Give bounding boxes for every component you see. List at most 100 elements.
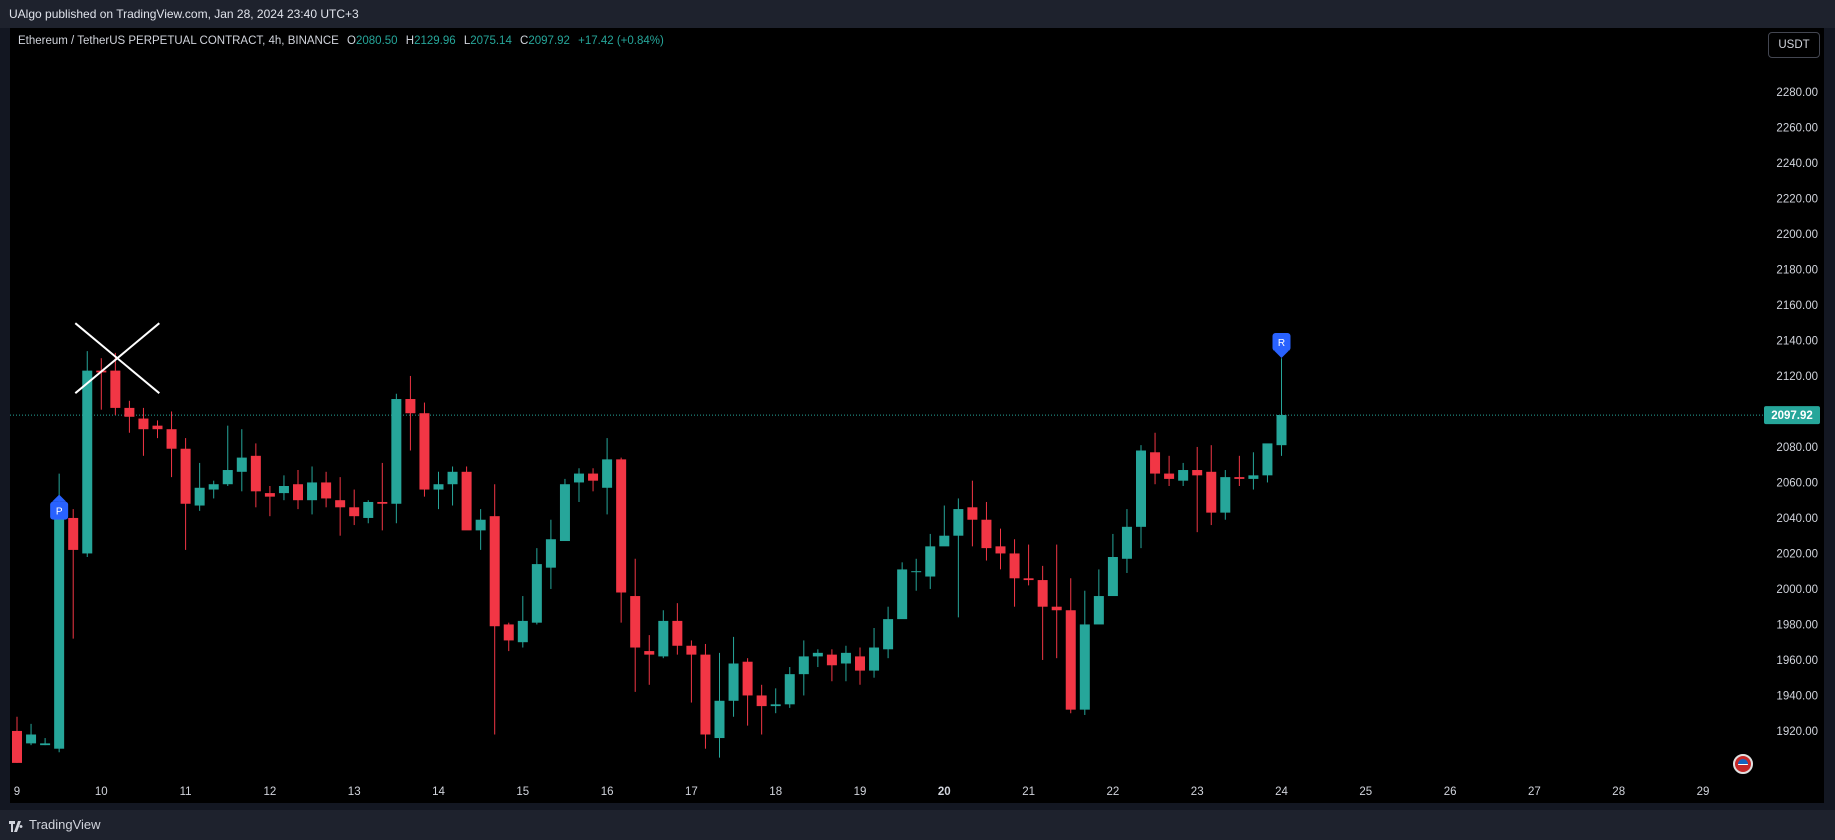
time-tick-label: 14 [432, 786, 445, 798]
time-tick-label: 21 [1022, 786, 1035, 798]
candle-body [447, 471, 458, 485]
candle-body [559, 484, 570, 542]
candle-body [545, 539, 556, 568]
candle-body [869, 647, 880, 671]
candle-body [812, 652, 823, 657]
close-value: 2097.92 [528, 35, 570, 47]
published-info: UAlgo published on TradingView.com, Jan … [9, 7, 359, 21]
candle-body [180, 448, 191, 504]
time-tick-label: 28 [1612, 786, 1625, 798]
candle-body [363, 501, 374, 518]
candle-body [1136, 450, 1146, 527]
candle-body [26, 734, 37, 744]
candle-body [714, 700, 725, 739]
candle-body [1093, 596, 1104, 625]
candle-body [236, 457, 247, 472]
bottom-bar [0, 810, 1835, 840]
time-tick-label: 15 [516, 786, 529, 798]
high-value: 2129.96 [414, 35, 456, 47]
candle-body [1262, 443, 1273, 476]
candle-body [40, 743, 51, 746]
candle-body [784, 674, 795, 705]
time-tick-label: 13 [348, 786, 361, 798]
candle-body [531, 564, 542, 623]
time-tick-label: 10 [95, 786, 108, 798]
candle-body [672, 620, 683, 646]
candle-body [616, 459, 627, 593]
candle-body [770, 704, 781, 707]
time-tick-label: 25 [1359, 786, 1372, 798]
change-value: +17.42 (+0.84%) [578, 35, 664, 47]
time-tick-label: 29 [1697, 786, 1710, 798]
time-tick-label: 23 [1191, 786, 1204, 798]
time-tick-label: 16 [601, 786, 614, 798]
price-tick-label: 2080.00 [1776, 442, 1818, 454]
candle-body [349, 507, 360, 517]
candle-body [953, 509, 964, 536]
candle-body [1192, 470, 1203, 476]
candle-body [1009, 553, 1020, 579]
candle-body [897, 569, 908, 620]
candle-body [419, 413, 430, 490]
candle-body [602, 459, 613, 488]
candle-body [68, 517, 79, 550]
candle-body [742, 661, 753, 696]
price-tick-label: 2220.00 [1776, 193, 1818, 205]
candle-body [433, 484, 444, 490]
us-flag-icon[interactable] [1733, 754, 1753, 774]
time-tick-label: 27 [1528, 786, 1541, 798]
candle-body [152, 425, 163, 430]
candle-body [335, 500, 346, 508]
price-chart[interactable]: 2280.00 2260.00 2240.00 2220.00 2200.00 2180.… [0, 0, 1835, 810]
currency-button[interactable]: USDT [1768, 32, 1820, 58]
candle-body [1121, 526, 1132, 559]
candle-body [588, 473, 599, 481]
candle-body [939, 535, 950, 547]
last-price-text: 2097.92 [1771, 410, 1813, 422]
candle-body [517, 620, 528, 643]
candle-body [124, 407, 135, 417]
candle-body [1037, 580, 1048, 607]
candle-body [574, 473, 584, 483]
candle-body [1079, 624, 1090, 710]
time-tick-label: 20 [938, 786, 951, 798]
open-value: 2080.50 [355, 35, 398, 47]
low-value: 2075.14 [470, 35, 512, 47]
price-tick-label: 2280.00 [1776, 87, 1818, 99]
candle-body [995, 546, 1006, 554]
price-tick-label: 2240.00 [1776, 158, 1818, 170]
candle-body [855, 656, 865, 671]
open-label: O [347, 35, 356, 47]
time-tick-label: 11 [180, 786, 192, 798]
candle-body [826, 654, 837, 666]
price-tick-label: 1980.00 [1776, 619, 1818, 631]
time-tick-label: 19 [854, 786, 867, 798]
candle-body [728, 663, 739, 701]
time-tick-label: 24 [1275, 786, 1288, 798]
price-tick-label: 2060.00 [1776, 477, 1818, 489]
price-tick-label: 1960.00 [1776, 655, 1818, 667]
candle-body [700, 654, 711, 735]
candle-body [1206, 471, 1217, 513]
signal-pointer [1274, 351, 1289, 358]
tradingview-logo-icon [9, 821, 23, 832]
price-tick-label: 2120.00 [1776, 371, 1818, 383]
signal-badge [1272, 333, 1291, 351]
symbol-name[interactable]: Ethereum / TetherUS PERPETUAL CONTRACT, … [18, 35, 339, 47]
candle-body [475, 519, 486, 531]
candle-body [967, 507, 978, 520]
candle-body [321, 482, 332, 499]
candle-body [644, 651, 655, 655]
candle-body [1023, 578, 1034, 581]
time-tick-label: 22 [1107, 786, 1120, 798]
candle-body [981, 519, 992, 549]
price-tick-label: 2180.00 [1776, 264, 1818, 276]
time-tick-label: 9 [14, 786, 20, 798]
tradingview-logo[interactable]: TradingView [9, 817, 101, 832]
candle-body [489, 516, 500, 627]
price-tick-label: 2260.00 [1776, 122, 1818, 134]
candle-body [82, 370, 93, 554]
candle-body [503, 624, 514, 641]
price-tick-label: 2140.00 [1776, 335, 1818, 347]
candle-body [1051, 606, 1062, 611]
